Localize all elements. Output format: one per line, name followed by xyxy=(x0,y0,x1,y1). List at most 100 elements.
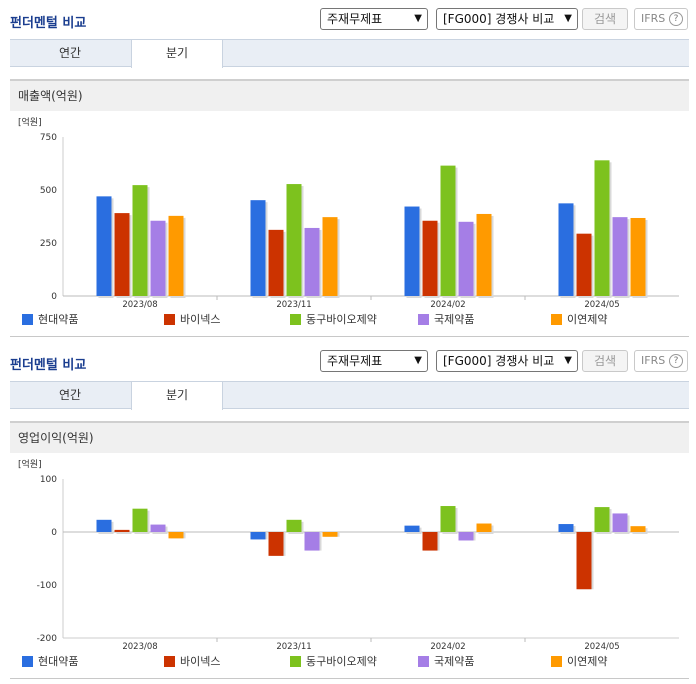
help-icon[interactable]: ? xyxy=(669,354,683,368)
legend-swatch xyxy=(551,656,562,667)
legend-item[interactable]: 동구바이오제약 xyxy=(290,313,377,327)
legend-swatch xyxy=(418,656,429,667)
ifrs-label: IFRS xyxy=(641,354,666,367)
bar[interactable] xyxy=(594,160,610,296)
bar[interactable] xyxy=(422,220,438,296)
period-tabs: 연간 분기 xyxy=(10,39,689,68)
tab-quarterly[interactable]: 분기 xyxy=(131,382,223,410)
x-tick-label: 2024/02 xyxy=(430,300,465,308)
bar[interactable] xyxy=(96,196,112,296)
bar[interactable] xyxy=(612,217,628,296)
statement-select[interactable]: 주재무제표 ▼ xyxy=(320,8,428,30)
y-unit-label: [억원] xyxy=(18,458,42,470)
operating-profit-chart: [억원] -200 -100 0 100 2023/08 2023/11 2024/02 202… xyxy=(10,454,689,650)
y-unit-label: [억원] xyxy=(18,116,42,128)
legend-label: 동구바이오제약 xyxy=(306,313,377,326)
bar[interactable] xyxy=(250,200,266,296)
bar[interactable] xyxy=(612,513,628,532)
bar[interactable] xyxy=(440,506,456,532)
ifrs-button[interactable]: IFRS ? xyxy=(634,350,688,372)
ifrs-button[interactable]: IFRS ? xyxy=(634,8,688,30)
bar[interactable] xyxy=(150,524,166,532)
chevron-down-icon: ▼ xyxy=(414,13,422,24)
tab-annual[interactable]: 연간 xyxy=(58,388,82,402)
bar[interactable] xyxy=(594,507,610,532)
legend-swatch xyxy=(551,314,562,325)
x-tick-label: 2023/11 xyxy=(276,300,311,308)
panel-title: 펀더멘털 비교 xyxy=(10,358,87,373)
bar[interactable] xyxy=(304,227,320,296)
statement-select[interactable]: 주재무제표 ▼ xyxy=(320,350,428,372)
bar[interactable] xyxy=(132,508,148,532)
bar[interactable] xyxy=(322,532,338,537)
x-tick-label: 2024/05 xyxy=(584,300,619,308)
bar[interactable] xyxy=(96,519,112,532)
revenue-chart-svg: [억원] 0 250 500 750 2023/08 2023/11 2024/02 2024/… xyxy=(18,116,679,308)
bar[interactable] xyxy=(404,525,420,532)
bar[interactable] xyxy=(476,523,492,532)
bar[interactable] xyxy=(404,206,420,296)
help-icon[interactable]: ? xyxy=(669,12,683,26)
tab-annual[interactable]: 연간 xyxy=(58,46,82,60)
y-tick-label: -200 xyxy=(37,634,58,644)
bar[interactable] xyxy=(286,184,302,296)
legend-item[interactable]: 국제약품 xyxy=(418,313,474,327)
legend-item[interactable]: 바이넥스 xyxy=(164,313,220,327)
bar[interactable] xyxy=(268,532,284,556)
legend-item[interactable]: 국제약품 xyxy=(418,655,474,669)
legend-item[interactable]: 현대약품 xyxy=(22,655,78,669)
chevron-down-icon: ▼ xyxy=(564,355,572,366)
ifrs-label: IFRS xyxy=(641,12,666,25)
bar[interactable] xyxy=(558,524,574,532)
divider xyxy=(10,678,689,679)
tab-quarterly[interactable]: 분기 xyxy=(131,40,223,68)
bar[interactable] xyxy=(476,213,492,296)
bar[interactable] xyxy=(304,532,320,551)
bar[interactable] xyxy=(558,203,574,296)
compare-select[interactable]: [FG000] 경쟁사 비교 ▼ xyxy=(436,8,578,30)
compare-select-value: [FG000] 경쟁사 비교 xyxy=(443,354,555,368)
bar[interactable] xyxy=(268,229,284,296)
legend-label: 현대약품 xyxy=(38,313,79,326)
bar[interactable] xyxy=(322,217,338,296)
compare-select[interactable]: [FG000] 경쟁사 비교 ▼ xyxy=(436,350,578,372)
bar[interactable] xyxy=(132,185,148,296)
bar[interactable] xyxy=(286,519,302,532)
legend-swatch xyxy=(290,314,301,325)
bar[interactable] xyxy=(630,526,646,532)
bar[interactable] xyxy=(458,532,474,541)
legend-item[interactable]: 이연제약 xyxy=(551,655,607,669)
bar[interactable] xyxy=(458,221,474,296)
y-tick-label: 250 xyxy=(40,239,57,249)
bar[interactable] xyxy=(576,233,592,296)
bar[interactable] xyxy=(630,217,646,296)
bar[interactable] xyxy=(422,532,438,551)
revenue-chart: [억원] 0 250 500 750 2023/08 2023/11 2024/02 2024/… xyxy=(10,112,689,308)
legend-item[interactable]: 이연제약 xyxy=(551,313,607,327)
legend-label: 이연제약 xyxy=(567,313,608,326)
compare-select-value: [FG000] 경쟁사 비교 xyxy=(443,12,555,26)
bar[interactable] xyxy=(440,165,456,296)
legend-item[interactable]: 바이넥스 xyxy=(164,655,220,669)
bar[interactable] xyxy=(250,532,266,540)
search-button[interactable]: 검색 xyxy=(582,8,628,30)
legend-label: 바이넥스 xyxy=(180,313,221,326)
bar[interactable] xyxy=(114,529,130,532)
legend-swatch xyxy=(22,314,33,325)
y-tick-label: 500 xyxy=(40,186,57,196)
legend-swatch xyxy=(22,656,33,667)
y-tick-label: 100 xyxy=(40,475,57,485)
search-button[interactable]: 검색 xyxy=(582,350,628,372)
bar[interactable] xyxy=(168,215,184,296)
bar[interactable] xyxy=(576,532,592,590)
bar[interactable] xyxy=(150,220,166,296)
legend-label: 국제약품 xyxy=(434,313,475,326)
y-tick-label: 0 xyxy=(51,528,57,538)
legend-item[interactable]: 동구바이오제약 xyxy=(290,655,377,669)
legend-item[interactable]: 현대약품 xyxy=(22,313,78,327)
legend-label: 바이넥스 xyxy=(180,655,221,668)
bar[interactable] xyxy=(114,213,130,296)
bar[interactable] xyxy=(168,532,184,539)
legend-label: 이연제약 xyxy=(567,655,608,668)
statement-select-value: 주재무제표 xyxy=(327,12,383,26)
